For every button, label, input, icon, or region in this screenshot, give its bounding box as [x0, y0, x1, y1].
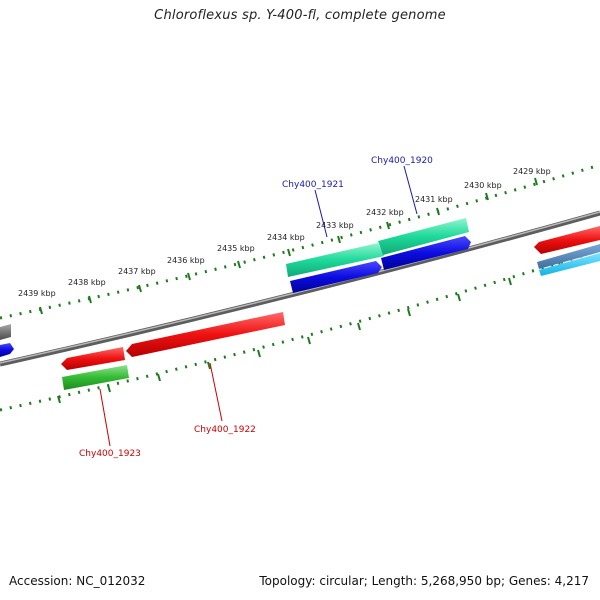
- map-title: Chloroflexus sp. Y-400-fl, complete geno…: [154, 8, 446, 23]
- tick-label-2437: 2437 kbp: [118, 267, 156, 276]
- gene-chy1920-teal[interactable]: [378, 218, 469, 255]
- gene-blue-forward-a[interactable]: [290, 261, 382, 293]
- gene-red-right[interactable]: [534, 226, 600, 254]
- label-line-chy1922: [209, 362, 223, 422]
- accession-text: Accession: NC_012032: [9, 574, 146, 588]
- gene-label-chy1921[interactable]: Chy400_1921: [282, 180, 344, 190]
- gene-cyan-right[interactable]: [539, 253, 600, 276]
- tick-label-2432: 2432 kbp: [366, 208, 404, 217]
- tick-label-2433: 2433 kbp: [316, 221, 354, 230]
- gene-chy1922-red[interactable]: [126, 312, 285, 357]
- outer-scale-ring: [0, 163, 600, 320]
- genome-backbone: [0, 210, 600, 367]
- edge-blue-feature: [0, 343, 14, 357]
- edge-gray-feature: [0, 324, 11, 340]
- tick-label-2431: 2431 kbp: [415, 195, 453, 204]
- scale-tick-labels: 2439 kbp 2438 kbp 2437 kbp 2436 kbp 2435…: [18, 167, 551, 298]
- gene-blue-forward-b[interactable]: [381, 236, 471, 270]
- genome-summary-text: Topology: circular; Length: 5,268,950 bp…: [259, 574, 589, 588]
- label-line-chy1921: [314, 189, 328, 238]
- tick-label-2430: 2430 kbp: [464, 181, 502, 190]
- tick-label-2438: 2438 kbp: [68, 278, 106, 287]
- label-line-chy1920: [403, 165, 418, 215]
- label-line-chy1923: [99, 388, 111, 447]
- outer-major-ticks: [39, 177, 538, 315]
- gene-chy1923-red[interactable]: [61, 347, 125, 370]
- tick-label-2436: 2436 kbp: [167, 256, 205, 265]
- gene-chy1923-green[interactable]: [62, 365, 129, 390]
- tick-label-2439: 2439 kbp: [18, 289, 56, 298]
- gene-label-chy1922[interactable]: Chy400_1922: [194, 425, 256, 435]
- tick-label-2434: 2434 kbp: [267, 233, 305, 242]
- gene-chy1921-teal[interactable]: [286, 243, 384, 277]
- gene-steel-right[interactable]: [537, 244, 600, 269]
- tick-label-2429: 2429 kbp: [513, 167, 551, 176]
- tick-label-2435: 2435 kbp: [217, 244, 255, 253]
- gene-label-chy1923[interactable]: Chy400_1923: [79, 449, 141, 459]
- genome-backbone-highlight: [0, 211, 600, 364]
- gene-label-chy1920[interactable]: Chy400_1920: [371, 156, 433, 166]
